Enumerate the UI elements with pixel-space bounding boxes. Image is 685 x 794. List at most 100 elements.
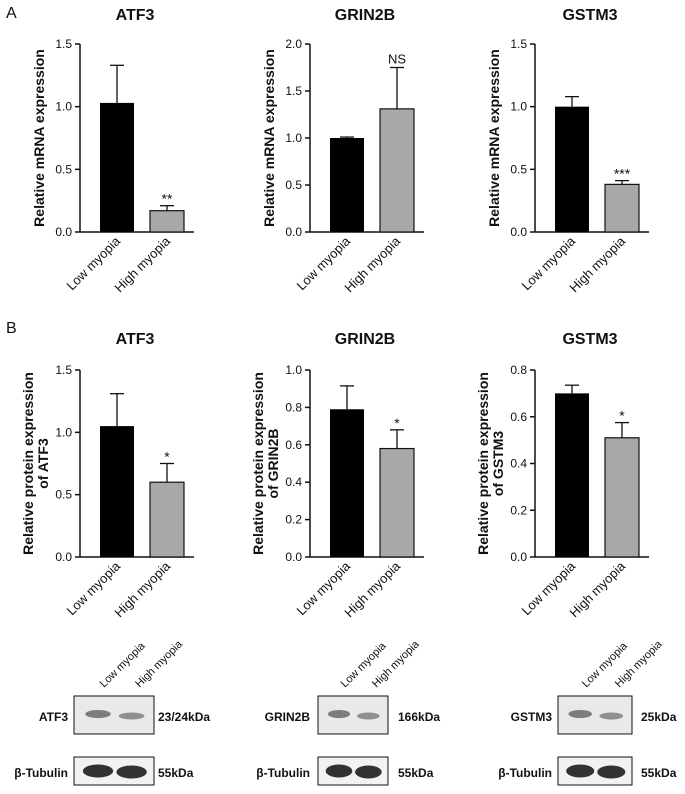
y-tick-label: 1.5 <box>55 37 72 51</box>
blot-band-control <box>325 764 353 778</box>
y-axis-label: Relative protein expression <box>475 372 491 555</box>
blot-protein-label: GRIN2B <box>265 710 311 724</box>
bar-high-myopia <box>149 210 185 233</box>
blot-band <box>599 712 624 720</box>
blot-band <box>327 710 351 718</box>
bar-high-myopia <box>379 108 415 233</box>
blot-band-control <box>82 764 114 778</box>
blot-control-size: 55kDa <box>641 766 677 780</box>
y-tick-label: 2.0 <box>285 37 302 51</box>
blot-control-size: 55kDa <box>158 766 194 780</box>
y-tick-label: 0.5 <box>55 162 72 176</box>
blot-control-label: β-Tubulin <box>256 766 310 780</box>
y-tick-label: 1.0 <box>55 100 72 114</box>
y-axis-label: of ATF3 <box>35 438 51 489</box>
chart-a-gstm3: GSTM3 0.0 0.5 1.0 1.5 Relative mRNA expressio… <box>486 7 649 295</box>
y-axis-label: of GRIN2B <box>265 429 281 499</box>
bar-low-myopia <box>555 393 589 557</box>
blot-band-control <box>116 765 147 779</box>
y-tick-label: 0.5 <box>510 162 527 176</box>
blot-protein-size: 166kDa <box>398 710 440 724</box>
significance-label: *** <box>614 166 631 182</box>
panel-label-b: B <box>6 320 17 337</box>
blot-band <box>357 712 380 720</box>
blot-band-control <box>566 764 595 778</box>
chart-title: GSTM3 <box>562 7 617 24</box>
y-tick-label: 0.0 <box>285 550 302 564</box>
significance-label: * <box>164 449 170 465</box>
chart-title: GRIN2B <box>335 331 395 348</box>
bar-high-myopia <box>604 183 640 233</box>
blot-protein-size: 25kDa <box>641 710 677 724</box>
significance-label: NS <box>388 52 406 67</box>
bar-low-myopia <box>330 409 364 557</box>
significance-label: * <box>619 408 625 424</box>
blot-band-control <box>355 765 382 779</box>
y-axis-label: Relative protein expression <box>20 372 36 555</box>
y-tick-label: 0.8 <box>510 363 527 377</box>
chart-b-gstm3: GSTM3 0.0 0.2 0.4 0.6 0.8 Relative protein exp… <box>475 331 649 620</box>
y-tick-label: 0.5 <box>55 488 72 502</box>
bar-low-myopia <box>100 426 134 557</box>
y-tick-label: 0.0 <box>510 550 527 564</box>
y-tick-label: 0.2 <box>285 513 302 527</box>
bar-high-myopia <box>604 437 640 558</box>
y-axis-label: Relative mRNA expression <box>261 49 277 227</box>
chart-b-atf3: ATF3 0.0 0.5 1.0 1.5 Relative protein express… <box>20 331 194 620</box>
y-tick-label: 1.5 <box>55 363 72 377</box>
y-tick-label: 0.4 <box>510 457 527 471</box>
chart-a-grin2b: GRIN2B 0.0 0.5 1.0 1.5 2.0 Relative mRNA expre… <box>261 7 424 295</box>
chart-title: ATF3 <box>116 331 155 348</box>
blot-band <box>118 712 145 720</box>
y-tick-label: 1.5 <box>285 84 302 98</box>
chart-title: GRIN2B <box>335 7 395 24</box>
chart-b-grin2b: GRIN2B 0.0 0.2 0.4 0.6 0.8 1.0 Relative protein… <box>250 331 424 620</box>
bar-low-myopia <box>330 138 364 232</box>
blot-band-control <box>597 765 626 779</box>
blot-protein-size: 23/24kDa <box>158 710 210 724</box>
y-tick-label: 1.5 <box>510 37 527 51</box>
bar-high-myopia <box>149 481 185 558</box>
blot-protein-label: GSTM3 <box>511 710 553 724</box>
blot-protein-label: ATF3 <box>39 710 68 724</box>
blot-control-size: 55kDa <box>398 766 434 780</box>
y-tick-label: 1.0 <box>510 100 527 114</box>
y-axis-label: of GSTM3 <box>490 431 506 497</box>
y-tick-label: 1.0 <box>285 131 302 145</box>
chart-title: GSTM3 <box>562 331 617 348</box>
charts-group: ATF3 0.0 0.5 1.0 1.5 Relative mRNA expression… <box>20 7 649 620</box>
y-tick-label: 0.0 <box>285 225 302 239</box>
significance-label: ** <box>162 191 173 207</box>
bar-low-myopia <box>100 102 134 232</box>
blot-control-label: β-Tubulin <box>14 766 68 780</box>
y-tick-label: 0.0 <box>55 225 72 239</box>
blot-band <box>85 710 111 718</box>
y-tick-label: 0.4 <box>285 475 302 489</box>
blot-membrane <box>557 695 633 735</box>
y-tick-label: 0.2 <box>510 503 527 517</box>
significance-label: * <box>394 415 400 431</box>
y-axis-label: Relative mRNA expression <box>31 49 47 227</box>
y-axis-label: Relative protein expression <box>250 372 266 555</box>
bar-low-myopia <box>555 106 589 232</box>
panel-label-a: A <box>6 5 17 22</box>
y-tick-label: 0.0 <box>55 550 72 564</box>
y-tick-label: 1.0 <box>55 425 72 439</box>
blot-control-label: β-Tubulin <box>498 766 552 780</box>
blot-band <box>568 710 593 718</box>
bar-high-myopia <box>379 447 415 558</box>
y-tick-label: 0.0 <box>510 225 527 239</box>
y-tick-label: 1.0 <box>285 363 302 377</box>
y-tick-label: 0.6 <box>510 410 527 424</box>
y-tick-label: 0.8 <box>285 400 302 414</box>
y-tick-label: 0.6 <box>285 438 302 452</box>
chart-title: ATF3 <box>116 7 155 24</box>
y-axis-label: Relative mRNA expression <box>486 49 502 227</box>
chart-a-atf3: ATF3 0.0 0.5 1.0 1.5 Relative mRNA expression… <box>31 7 194 295</box>
y-tick-label: 0.5 <box>285 178 302 192</box>
